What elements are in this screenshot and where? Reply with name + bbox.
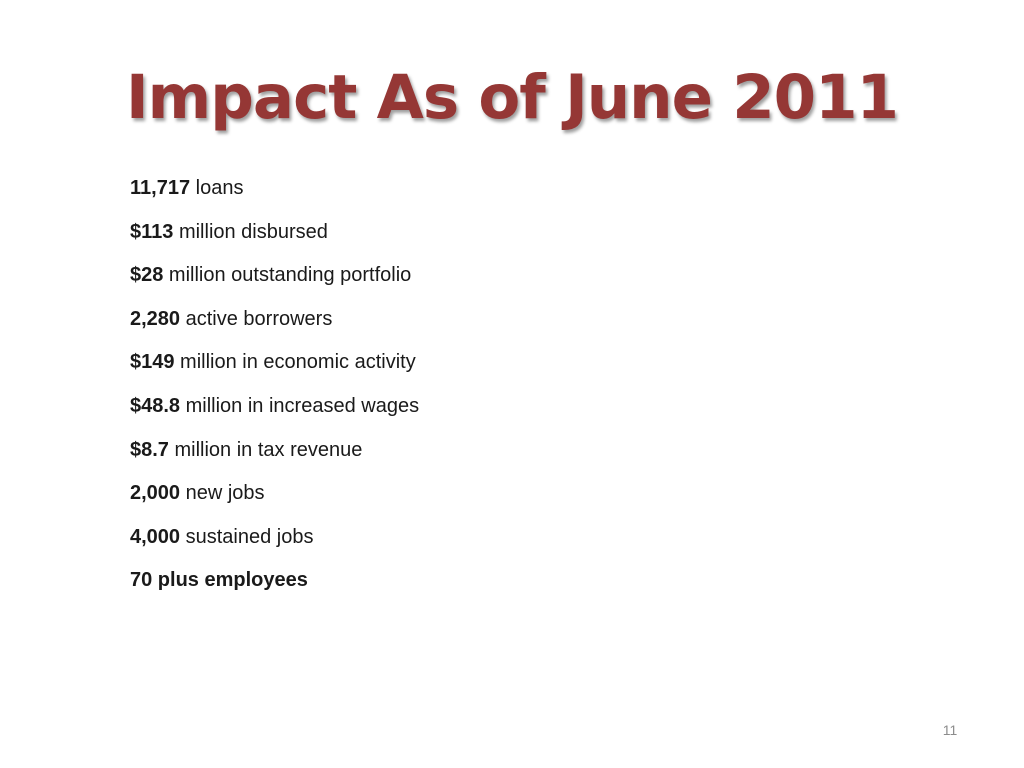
stat-label: loans — [190, 177, 244, 199]
stat-item-economic-activity: $149 million in economic activity — [130, 344, 419, 388]
stat-value: $48.8 — [130, 394, 181, 417]
stat-value: $8.7 — [130, 438, 169, 461]
stat-item-tax-revenue: $8.7 million in tax revenue — [130, 432, 419, 476]
stat-value: $28 — [130, 264, 164, 287]
stat-label: sustained jobs — [180, 525, 314, 548]
stat-item-active-borrowers: 2,280 active borrowers — [130, 301, 419, 345]
stat-value: 4,000 — [130, 525, 181, 548]
slide-title: Impact As of June 2011 — [125, 62, 899, 133]
stat-label: million disbursed — [173, 220, 328, 243]
stat-label: million in economic activity — [174, 351, 416, 374]
stat-value: $113 — [130, 220, 174, 243]
stat-item-new-jobs: 2,000 new jobs — [130, 475, 419, 519]
stat-label: million in tax revenue — [168, 438, 363, 461]
stat-label: million in increased wages — [180, 394, 420, 417]
stat-value: 70 plus employees — [130, 569, 308, 592]
stat-value: 2,280 — [130, 307, 181, 330]
stat-item-sustained-jobs: 4,000 sustained jobs — [130, 519, 419, 563]
stat-label: active borrowers — [180, 307, 333, 330]
stat-item-disbursed: $113 million disbursed — [130, 214, 419, 258]
stat-item-outstanding-portfolio: $28 million outstanding portfolio — [130, 257, 419, 301]
stat-item-loans: 11,717 loans — [130, 170, 419, 214]
stat-item-increased-wages: $48.8 million in increased wages — [130, 388, 419, 432]
stat-value: 11,717 — [130, 177, 191, 199]
page-number: 11 — [942, 722, 958, 738]
impact-stats-list: 11,717 loans $113 million disbursed $28 … — [130, 170, 419, 606]
stat-label: million outstanding portfolio — [163, 264, 412, 287]
stat-label: new jobs — [180, 482, 265, 505]
stat-value: $149 — [130, 351, 175, 374]
stat-item-employees: 70 plus employees — [130, 562, 419, 606]
stat-value: 2,000 — [130, 482, 181, 505]
